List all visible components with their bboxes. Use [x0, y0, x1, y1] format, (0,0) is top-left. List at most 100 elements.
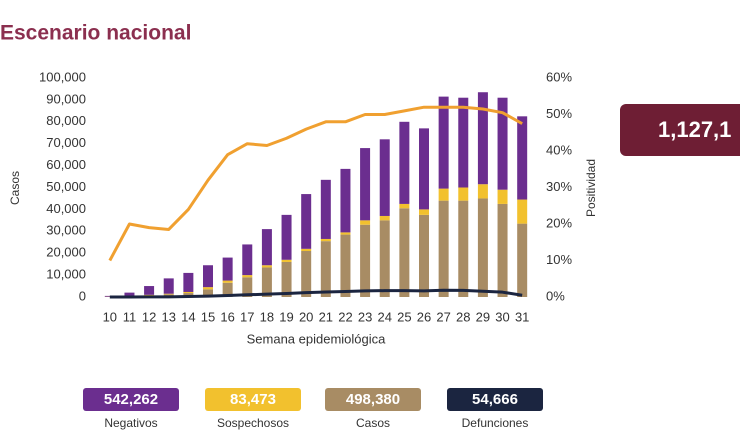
bar-segment: [380, 139, 390, 216]
bar-segment: [498, 190, 508, 204]
x-tick-label: 15: [201, 309, 215, 324]
highlight-value: 1,127,1: [658, 117, 731, 142]
x-tick-label: 20: [299, 309, 313, 324]
bar-segment: [223, 281, 233, 283]
bar-segment: [399, 122, 409, 204]
bar-segment: [360, 220, 370, 224]
x-tick-label: 13: [161, 309, 175, 324]
x-tick-label: 28: [456, 309, 470, 324]
x-tick-label: 27: [436, 309, 450, 324]
bar-segment: [478, 184, 488, 198]
bar-segment: [340, 232, 350, 234]
x-tick-label: 21: [319, 309, 333, 324]
legend-total: 498,380: [346, 391, 400, 408]
x-tick-label: 17: [240, 309, 254, 324]
bar-segment: [321, 241, 331, 297]
bar-segment: [321, 180, 331, 239]
x-tick-label: 10: [103, 309, 117, 324]
bar-segment: [301, 249, 311, 251]
bar-segment: [124, 293, 134, 296]
bar-segment: [380, 220, 390, 297]
bar-segment: [164, 294, 174, 295]
y-tick-label: 90,000: [46, 91, 86, 106]
y-tick-label: 0: [79, 288, 86, 303]
bar-segment: [498, 204, 508, 297]
bar-segment: [301, 194, 311, 249]
x-tick-label: 31: [515, 309, 529, 324]
chart-title: Escenario nacional: [0, 22, 191, 45]
bar-segment: [419, 209, 429, 214]
bar-segment: [183, 292, 193, 293]
legend-label: Casos: [356, 416, 390, 430]
y2-tick-label: 30%: [546, 179, 572, 194]
x-tick-label: 26: [417, 309, 431, 324]
bar-segment: [439, 201, 449, 297]
legend-label: Sospechosos: [217, 416, 289, 430]
bar-segment: [282, 215, 292, 260]
bar-segment: [399, 204, 409, 208]
x-tick-label: 23: [358, 309, 372, 324]
y-tick-label: 10,000: [46, 267, 86, 282]
y2-tick-label: 20%: [546, 215, 572, 230]
y-tick-label: 70,000: [46, 135, 86, 150]
x-tick-label: 19: [279, 309, 293, 324]
y2-tick-label: 10%: [546, 252, 572, 267]
bar-segment: [262, 229, 272, 265]
x-tick-label: 14: [181, 309, 195, 324]
y2-tick-label: 40%: [546, 142, 572, 157]
legend-total: 83,473: [230, 391, 276, 408]
bar-segment: [517, 116, 527, 199]
bar-segment: [203, 265, 213, 287]
x-tick-label: 16: [220, 309, 234, 324]
x-tick-label: 11: [123, 309, 137, 324]
bar-segment: [419, 215, 429, 297]
bar-segment: [380, 216, 390, 220]
bar-segment: [458, 98, 468, 188]
bar-segment: [262, 265, 272, 267]
y-tick-label: 50,000: [46, 179, 86, 194]
y2-tick-label: 60%: [546, 69, 572, 84]
bar-segment: [458, 188, 468, 201]
bar-segment: [301, 251, 311, 297]
y2-axis-label: Positividad: [584, 159, 598, 217]
bar-segment: [439, 97, 449, 189]
y-tick-label: 60,000: [46, 157, 86, 172]
x-tick-label: 25: [397, 309, 411, 324]
bar-segment: [223, 258, 233, 281]
bar-segment: [321, 239, 331, 241]
bar-segment: [144, 295, 154, 296]
bar-segment: [399, 208, 409, 297]
bar-segment: [340, 235, 350, 297]
bar-segment: [144, 286, 154, 295]
bar-segment: [419, 128, 429, 209]
x-tick-label: 18: [260, 309, 274, 324]
bar-segment: [164, 278, 174, 293]
bar-segment: [282, 260, 292, 262]
bar-segment: [360, 225, 370, 297]
bar-segment: [517, 200, 527, 224]
x-tick-label: 12: [142, 309, 156, 324]
legend-total: 542,262: [104, 391, 158, 408]
y2-tick-label: 50%: [546, 106, 572, 121]
y2-tick-label: 0%: [546, 288, 565, 303]
x-tick-label: 22: [338, 309, 352, 324]
bar-segment: [340, 169, 350, 233]
y-tick-label: 20,000: [46, 245, 86, 260]
y-tick-label: 100,000: [39, 69, 86, 84]
y-axis-label: Casos: [8, 171, 22, 205]
bar-segment: [183, 273, 193, 292]
bar-segment: [458, 201, 468, 297]
bar-segment: [242, 244, 252, 275]
y-tick-label: 80,000: [46, 113, 86, 128]
x-tick-label: 30: [495, 309, 509, 324]
y-tick-label: 40,000: [46, 201, 86, 216]
bar-segment: [242, 275, 252, 277]
bar-segment: [203, 287, 213, 289]
x-tick-label: 29: [476, 309, 490, 324]
bar-segment: [478, 92, 488, 184]
y-tick-label: 30,000: [46, 223, 86, 238]
legend-label: Negativos: [104, 416, 157, 430]
bar-segment: [439, 189, 449, 201]
